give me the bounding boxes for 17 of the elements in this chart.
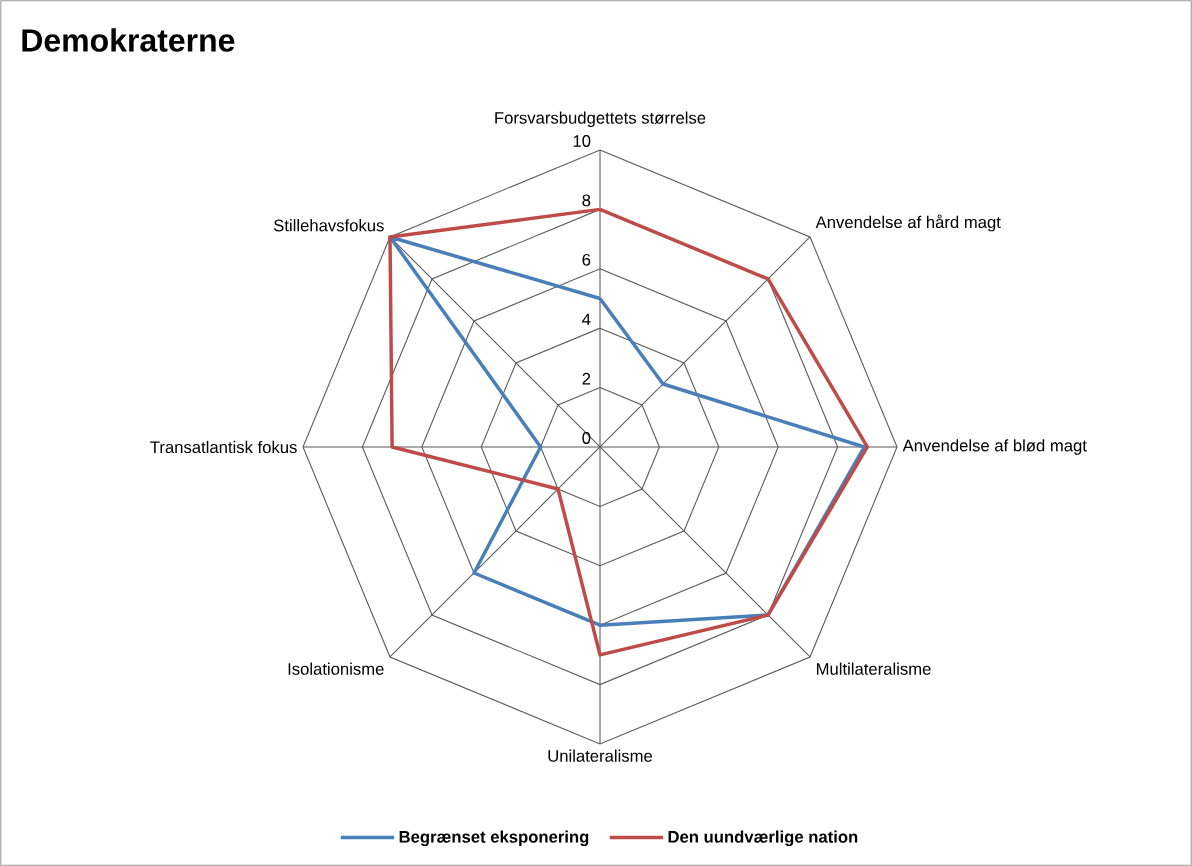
y-tick-label: 8 xyxy=(582,194,591,207)
spoke-label: Unilateralisme xyxy=(548,749,653,762)
y-tick-label: 6 xyxy=(582,253,591,266)
y-tick-label: 10 xyxy=(573,135,591,147)
spoke-label: Anvendelse af hård magt xyxy=(815,214,1001,232)
y-tick-label: 0 xyxy=(582,432,591,444)
legend-label: Den uundværlige nation xyxy=(668,830,858,847)
legend-label: Begrænset eksponering xyxy=(399,830,589,847)
spoke-label: Isolationisme xyxy=(288,662,384,675)
chart-title: Demokraterne xyxy=(22,28,235,52)
spoke-label: Multilateralisme xyxy=(816,662,931,675)
y-tick-label: 4 xyxy=(582,313,591,326)
spoke-label: Transatlantisk fokus xyxy=(150,440,297,454)
spoke-label: Forsvarsbudgettets størrelse xyxy=(495,111,706,128)
y-tick-label: 2 xyxy=(582,372,591,385)
spoke-label: Stillehavsfokus xyxy=(273,219,384,232)
spoke-label: Anvendelse af blød magt xyxy=(902,439,1087,455)
